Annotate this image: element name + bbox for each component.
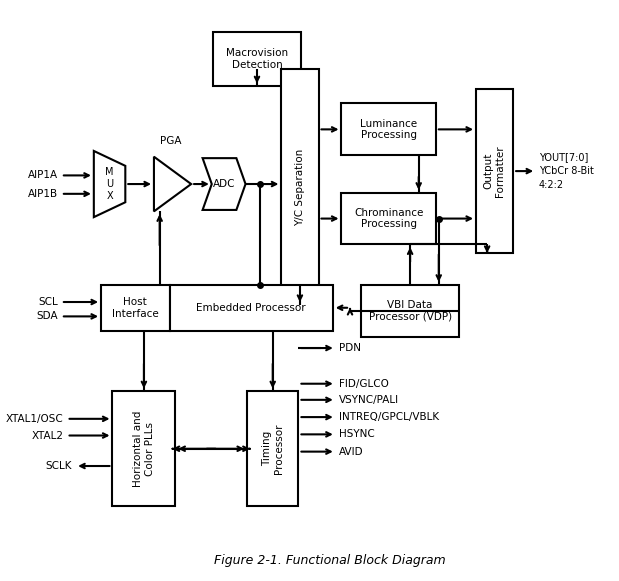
Text: AIP1A: AIP1A [28, 170, 58, 181]
Text: INTREQ/GPCL/VBLK: INTREQ/GPCL/VBLK [339, 412, 439, 422]
Text: AVID: AVID [339, 447, 363, 457]
Text: SDA: SDA [37, 311, 58, 321]
Text: ADC: ADC [213, 179, 235, 189]
Text: Chrominance
Processing: Chrominance Processing [354, 208, 423, 229]
Bar [361, 285, 459, 336]
Text: Figure 2-1. Functional Block Diagram: Figure 2-1. Functional Block Diagram [214, 554, 446, 568]
Text: Luminance
Processing: Luminance Processing [360, 119, 417, 140]
Text: YOUT[7:0]: YOUT[7:0] [539, 152, 588, 162]
Bar [101, 285, 170, 331]
Text: Horizontal and
Color PLLs: Horizontal and Color PLLs [133, 411, 155, 487]
Polygon shape [202, 158, 246, 210]
Bar [281, 69, 319, 305]
Text: Output
Formatter: Output Formatter [484, 145, 505, 197]
Text: PGA: PGA [160, 137, 181, 146]
Text: AIP1B: AIP1B [28, 189, 58, 199]
Bar [247, 391, 298, 506]
Bar [342, 103, 436, 155]
Text: VSYNC/PALI: VSYNC/PALI [339, 395, 399, 405]
Bar [212, 31, 301, 86]
Text: Embedded Processor: Embedded Processor [196, 303, 306, 313]
Bar [476, 89, 513, 253]
Text: SCL: SCL [38, 297, 58, 307]
Polygon shape [94, 151, 125, 217]
Bar [113, 391, 175, 506]
Polygon shape [154, 157, 191, 211]
Text: FID/GLCO: FID/GLCO [339, 379, 389, 389]
Bar [170, 285, 333, 331]
Text: HSYNC: HSYNC [339, 429, 374, 439]
Text: XTAL1/OSC: XTAL1/OSC [6, 414, 64, 424]
Text: M
U
X: M U X [105, 167, 114, 200]
Text: 4:2:2: 4:2:2 [539, 181, 564, 191]
Text: Y/C Separation: Y/C Separation [295, 148, 305, 225]
Text: XTAL2: XTAL2 [32, 431, 64, 440]
Text: Host
Interface: Host Interface [112, 297, 158, 318]
Text: YCbCr 8-Bit: YCbCr 8-Bit [539, 166, 594, 176]
Text: SCLK: SCLK [46, 461, 72, 471]
Text: VBI Data
Processor (VDP): VBI Data Processor (VDP) [368, 300, 452, 321]
Text: PDN: PDN [339, 343, 360, 353]
Bar [342, 193, 436, 245]
Text: Timing
Processor: Timing Processor [262, 424, 284, 474]
Text: Macrovision
Detection: Macrovision Detection [226, 48, 288, 70]
